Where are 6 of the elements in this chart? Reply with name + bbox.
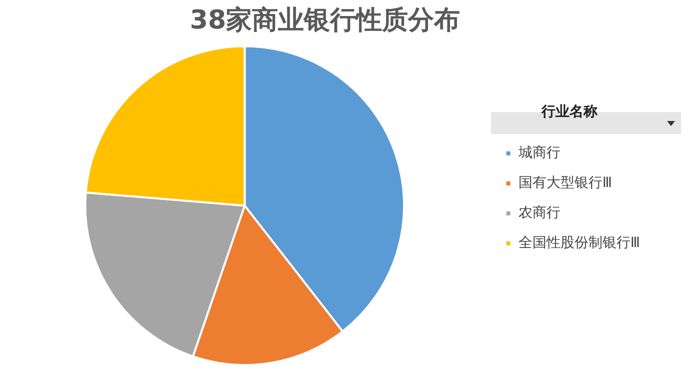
legend-title: 行业名称 [540, 104, 598, 120]
legend-label: 城商行 [517, 145, 560, 162]
legend-label: 农商行 [518, 205, 560, 222]
legend-label: 国有大型银行Ⅲ [518, 175, 612, 192]
chart-title: 38家商业银行性质分布 [190, 5, 460, 36]
legend-label: 全国性股份制银行Ⅲ [518, 235, 640, 252]
